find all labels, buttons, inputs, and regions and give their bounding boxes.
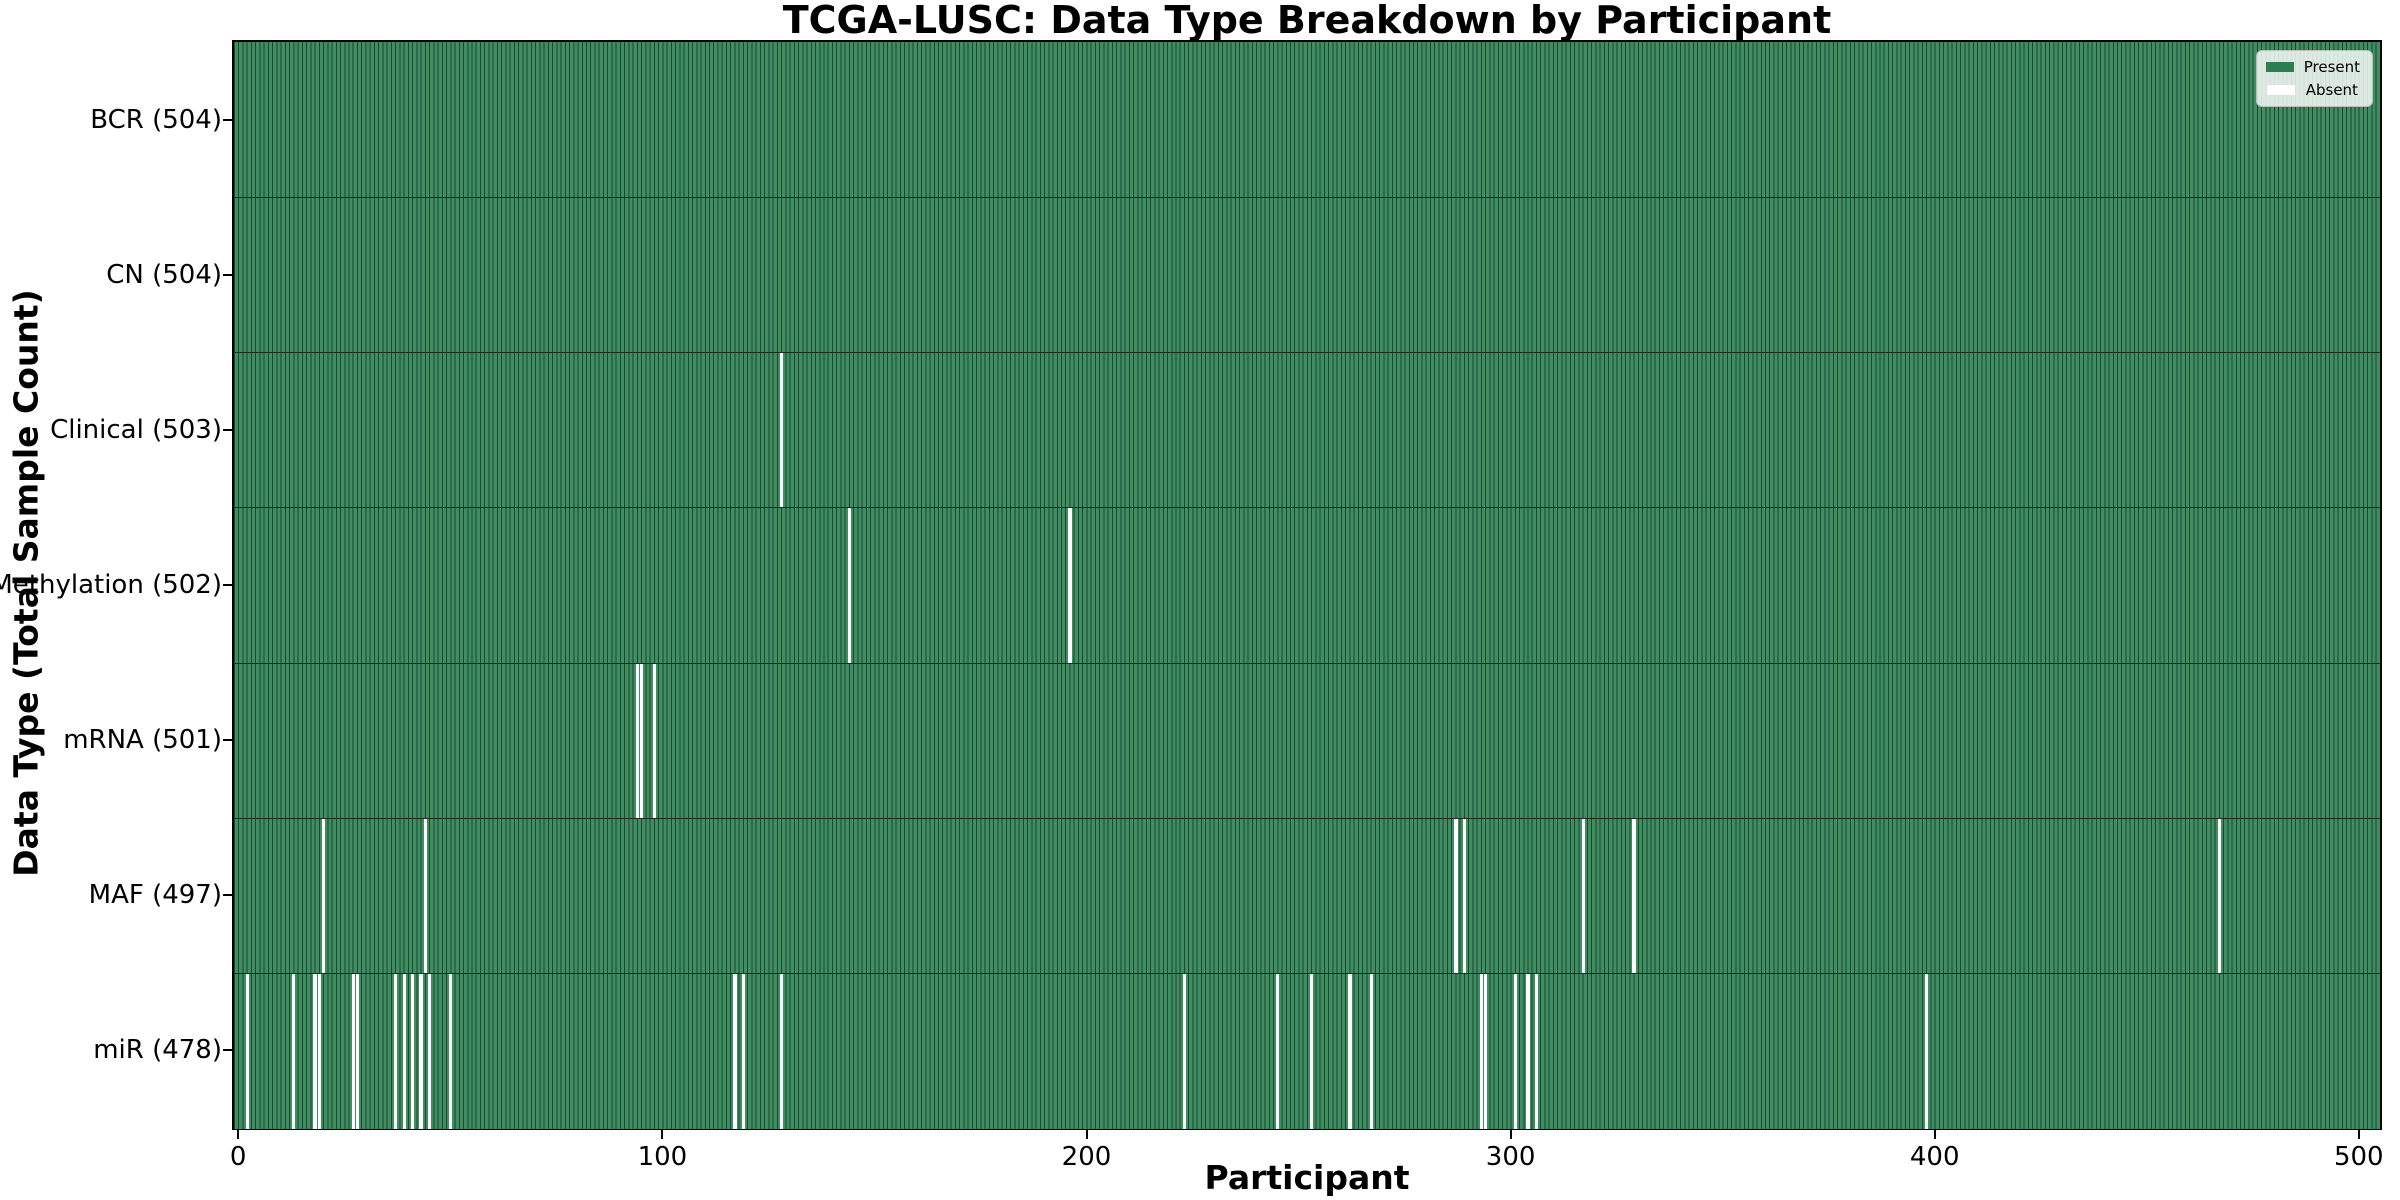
absent-stripe bbox=[1925, 973, 1929, 1129]
absent-stripe bbox=[1581, 818, 1585, 974]
absent-stripe bbox=[394, 973, 398, 1129]
absent-stripe bbox=[741, 973, 746, 1129]
xtick-label-500: 500 bbox=[2333, 1142, 2384, 1172]
ytick-mark bbox=[223, 584, 232, 586]
present-swatch-icon bbox=[2265, 62, 2294, 72]
absent-stripe bbox=[1454, 818, 1458, 974]
absent-stripe bbox=[423, 818, 427, 974]
ytick-label-CN: CN (504) bbox=[106, 259, 222, 290]
absent-stripe bbox=[1479, 973, 1483, 1129]
chart-title: TCGA-LUSC: Data Type Breakdown by Partic… bbox=[782, 0, 1832, 42]
xtick-mark bbox=[237, 1130, 240, 1139]
absent-stripe bbox=[733, 973, 737, 1129]
absent-stripe bbox=[355, 973, 360, 1129]
row-mRNA bbox=[234, 662, 2380, 819]
absent-stripe bbox=[1484, 973, 1488, 1129]
ytick-mark bbox=[223, 894, 232, 897]
absent-stripe bbox=[317, 973, 321, 1129]
absent-stripe bbox=[1462, 818, 1467, 974]
absent-stripe bbox=[847, 508, 852, 664]
absent-stripe bbox=[1182, 973, 1187, 1129]
ytick-mark bbox=[223, 273, 232, 276]
absent-stripe bbox=[449, 973, 453, 1129]
absent-stripe bbox=[1348, 973, 1352, 1129]
ytick-mark bbox=[223, 1049, 232, 1052]
absent-stripe bbox=[652, 663, 656, 819]
xtick-mark bbox=[2357, 1130, 2360, 1139]
absent-stripe bbox=[779, 973, 784, 1129]
absent-stripe bbox=[313, 973, 317, 1129]
absent-stripe bbox=[245, 973, 249, 1129]
absent-stripe bbox=[1513, 973, 1517, 1129]
xtick-mark bbox=[1085, 1130, 1088, 1139]
legend-entry-present: Present bbox=[2265, 58, 2360, 76]
row-miR bbox=[234, 972, 2380, 1129]
legend-entry-absent: Absent bbox=[2265, 81, 2360, 99]
absent-stripe bbox=[292, 973, 296, 1129]
ytick-label-Clinical: Clinical (503) bbox=[50, 414, 222, 445]
xtick-label-300: 300 bbox=[1485, 1142, 1536, 1172]
absent-stripe bbox=[411, 973, 415, 1129]
xtick-mark bbox=[1509, 1130, 1512, 1139]
ytick-label-BCR: BCR (504) bbox=[90, 104, 222, 135]
absent-stripe bbox=[402, 973, 406, 1129]
plot-area: Present Absent bbox=[232, 40, 2382, 1130]
absent-stripe bbox=[1526, 973, 1530, 1129]
legend-absent-label: Absent bbox=[2305, 81, 2358, 99]
xtick-label-0: 0 bbox=[229, 1142, 247, 1172]
absent-stripe bbox=[1369, 973, 1373, 1129]
ytick-label-MAF: MAF (497) bbox=[88, 880, 222, 911]
ytick-mark bbox=[223, 739, 232, 742]
row-Clinical bbox=[234, 352, 2380, 509]
absent-stripe bbox=[1276, 973, 1280, 1129]
ytick-mark bbox=[223, 118, 232, 121]
ytick-label-mRNA: mRNA (501) bbox=[63, 725, 222, 756]
xtick-label-400: 400 bbox=[1909, 1142, 1960, 1172]
absent-stripe bbox=[1068, 508, 1072, 664]
absent-stripe bbox=[640, 663, 644, 819]
absent-stripe bbox=[321, 818, 326, 974]
row-BCR bbox=[234, 42, 2380, 198]
xtick-label-200: 200 bbox=[1061, 1142, 1112, 1172]
absent-stripe bbox=[1632, 818, 1636, 974]
xtick-mark bbox=[1933, 1130, 1936, 1139]
absent-stripe bbox=[779, 353, 784, 509]
row-MAF bbox=[234, 817, 2380, 974]
ytick-label-Methylation: Methylation (502) bbox=[0, 570, 222, 600]
legend: Present Absent bbox=[2255, 50, 2373, 107]
absent-stripe bbox=[351, 973, 355, 1129]
xtick-mark bbox=[661, 1130, 664, 1139]
absent-stripe bbox=[2217, 818, 2221, 974]
absent-stripe bbox=[635, 663, 639, 819]
absent-stripe bbox=[419, 973, 423, 1129]
legend-present-label: Present bbox=[2303, 58, 2360, 76]
absent-swatch-icon bbox=[2265, 84, 2296, 96]
x-axis-label: Participant bbox=[1204, 1158, 1410, 1197]
ytick-mark bbox=[223, 428, 232, 431]
absent-stripe bbox=[1310, 973, 1314, 1129]
absent-stripe bbox=[1534, 973, 1539, 1129]
absent-stripe bbox=[427, 973, 432, 1129]
ytick-label-miR: miR (478) bbox=[93, 1035, 222, 1066]
xtick-label-100: 100 bbox=[637, 1142, 688, 1172]
row-CN bbox=[234, 197, 2380, 354]
row-Methylation bbox=[234, 507, 2380, 664]
